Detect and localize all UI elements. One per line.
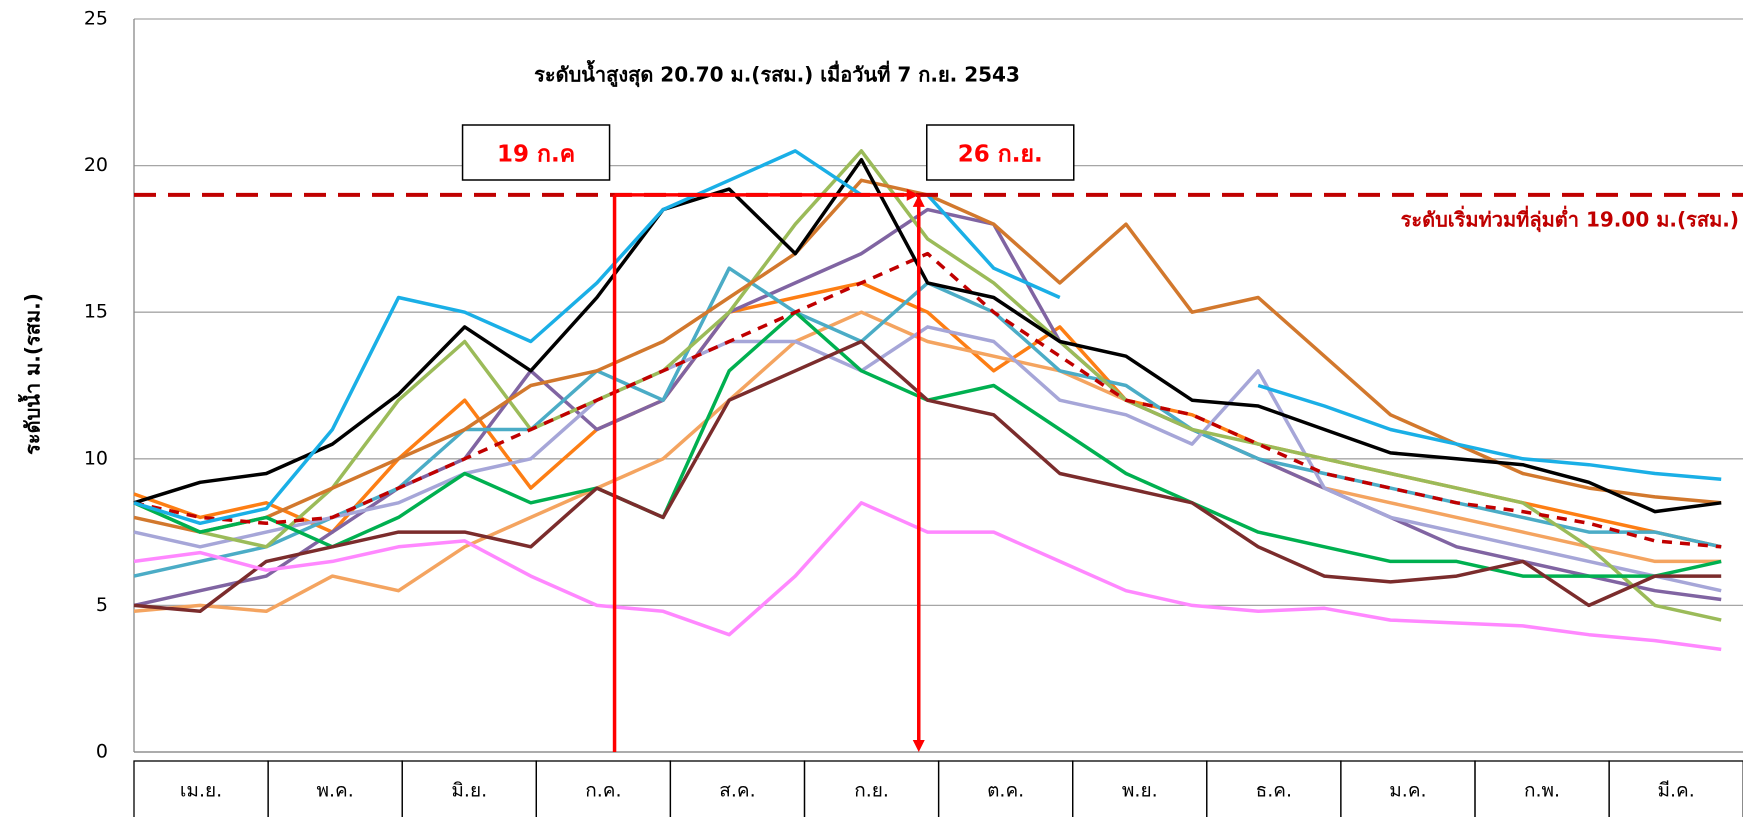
month-cell bbox=[1608, 760, 1743, 817]
arrow-head bbox=[912, 740, 925, 752]
series-line bbox=[133, 251, 1722, 549]
x-tick-label: ม.ค. bbox=[1389, 780, 1426, 802]
series-line bbox=[133, 339, 1722, 614]
marker-box bbox=[926, 124, 1075, 181]
y-tick-label: 0 bbox=[96, 741, 108, 763]
threshold-label: ระดับเริ่มท่วมที่ลุ่มต่ำ 19.00 ม.(รสม.) bbox=[1401, 204, 1739, 232]
x-tick-label: พ.ค. bbox=[316, 780, 353, 802]
series-line bbox=[133, 310, 1722, 614]
marker-label: 26 ก.ย. bbox=[958, 142, 1043, 168]
x-tick-label: ก.ย. bbox=[854, 780, 889, 802]
x-tick-label: ก.ค. bbox=[585, 780, 621, 802]
y-tick-label: 15 bbox=[84, 301, 108, 323]
arrow-head bbox=[912, 194, 925, 207]
x-tick-label: ธ.ค. bbox=[1256, 780, 1292, 802]
series-line bbox=[133, 157, 1722, 514]
y-axis-label: ระดับน้ำ ม.(รสม.) bbox=[18, 293, 45, 455]
series-line bbox=[133, 178, 1722, 534]
y-tick-label: 25 bbox=[84, 8, 108, 30]
x-tick-label: มิ.ย. bbox=[451, 780, 487, 802]
annotation: ระดับน้ำสูงสุด 20.70 ม.(รสม.) เมื่อวันที… bbox=[534, 60, 1020, 89]
x-tick-label: ต.ค. bbox=[987, 780, 1024, 802]
series-line bbox=[133, 207, 1722, 608]
arrow-head bbox=[906, 188, 919, 201]
series-line bbox=[133, 325, 1722, 593]
x-tick-label: เม.ย. bbox=[180, 780, 222, 802]
y-tick-label: 20 bbox=[84, 154, 108, 176]
series-line bbox=[133, 501, 1722, 652]
x-tick-label: ส.ค. bbox=[719, 780, 755, 802]
y-tick-label: 10 bbox=[84, 447, 108, 469]
marker-label: 19 ก.ค bbox=[497, 142, 575, 168]
x-tick-label: ก.พ. bbox=[1524, 780, 1560, 802]
series-line bbox=[133, 149, 1722, 622]
marker-box bbox=[461, 124, 611, 181]
x-tick-label: พ.ย. bbox=[1122, 780, 1158, 802]
y-tick-label: 5 bbox=[96, 594, 108, 616]
x-tick-label: มี.ค. bbox=[1657, 780, 1694, 802]
